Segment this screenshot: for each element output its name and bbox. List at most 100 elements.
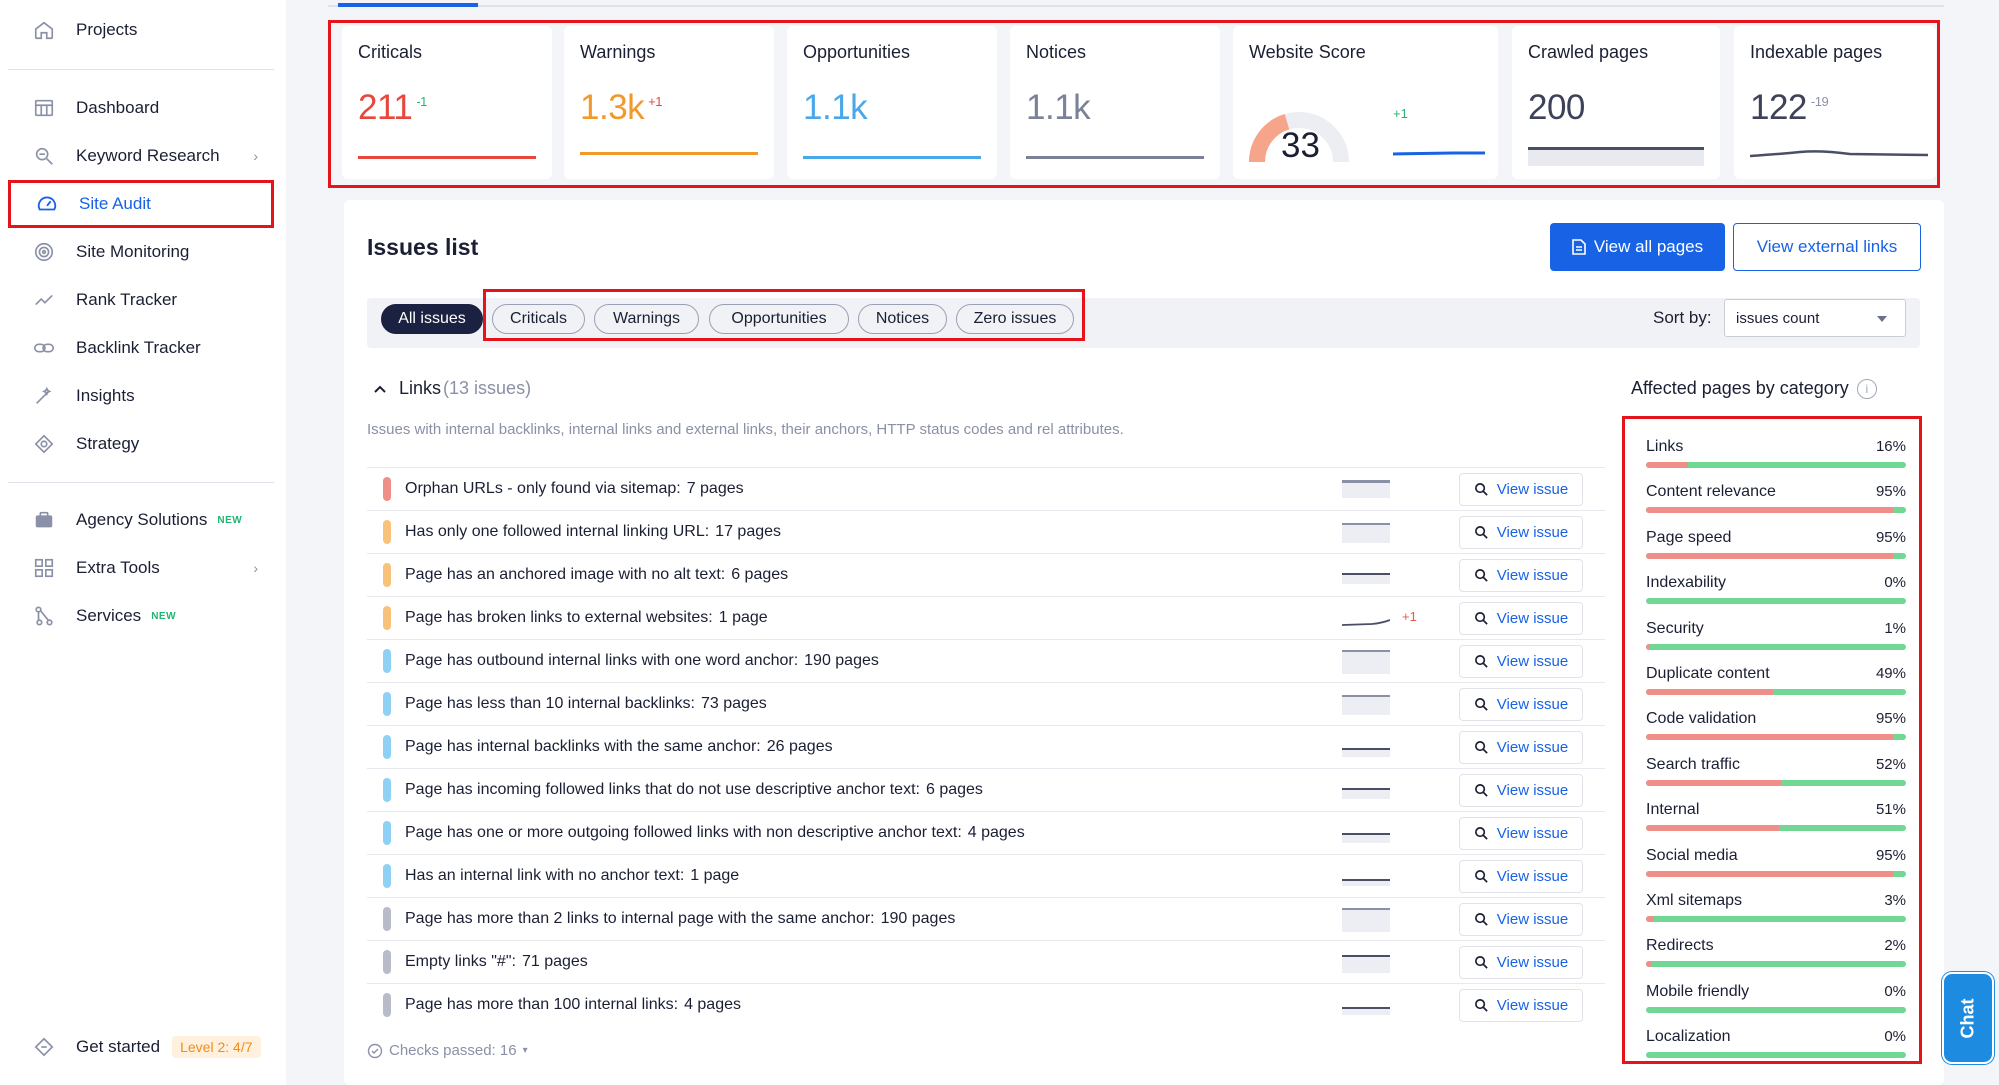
sidebar-item-rank-tracker[interactable]: Rank Tracker — [8, 276, 274, 324]
score-trend-line — [1393, 151, 1485, 156]
category-highlight-frame — [1622, 416, 1922, 1064]
view-issue-button[interactable]: View issue — [1459, 817, 1583, 850]
issue-row[interactable]: Page has one or more outgoing followed l… — [367, 811, 1605, 854]
issue-row[interactable]: Empty links "#": 71 pages View issue — [367, 940, 1605, 983]
metric-card-notices[interactable]: Notices 1.1k — [1010, 26, 1220, 179]
category-item[interactable]: Internal 51% — [1646, 787, 1906, 832]
view-issue-button[interactable]: View issue — [1459, 516, 1583, 549]
filter-warnings[interactable]: Warnings — [594, 304, 699, 334]
issue-sparkline — [1342, 619, 1390, 626]
category-percent: 0% — [1884, 982, 1906, 1000]
checks-passed-toggle[interactable]: Checks passed: 16 ▾ — [367, 1042, 528, 1059]
category-bar-fill — [1646, 462, 1688, 468]
metric-card-warnings[interactable]: Warnings 1.3k +1 — [564, 26, 774, 179]
group-toggle-links[interactable]: Links (13 issues) — [373, 378, 531, 399]
sidebar-item-site-monitoring[interactable]: Site Monitoring — [8, 228, 274, 276]
sidebar-item-label: Projects — [76, 20, 138, 39]
view-issue-button[interactable]: View issue — [1459, 946, 1583, 979]
issue-row[interactable]: Has an internal link with no anchor text… — [367, 854, 1605, 897]
category-percent: 95% — [1875, 710, 1906, 728]
category-name: Localization — [1646, 1028, 1731, 1046]
sidebar-item-insights[interactable]: Insights — [8, 372, 274, 420]
view-issue-button[interactable]: View issue — [1459, 860, 1583, 893]
category-item[interactable]: Search traffic 52% — [1646, 742, 1906, 786]
issue-row[interactable]: Page has more than 100 internal links: 4 … — [367, 983, 1605, 1026]
tab-active-indicator — [338, 3, 478, 7]
category-bar — [1646, 462, 1906, 468]
view-issue-button[interactable]: View issue — [1459, 645, 1583, 678]
issue-title: Orphan URLs - only found via sitemap: — [405, 480, 681, 497]
view-external-links-button[interactable]: View external links — [1733, 223, 1921, 271]
category-item[interactable]: Xml sitemaps 3% — [1646, 878, 1906, 922]
document-icon — [1572, 239, 1586, 255]
issue-pages: 26 pages — [766, 738, 833, 755]
issue-row[interactable]: Page has internal backlinks with the sam… — [367, 725, 1605, 768]
category-item[interactable]: Mobile friendly 0% — [1646, 969, 1906, 1013]
view-issue-button[interactable]: View issue — [1459, 989, 1583, 1022]
issue-row[interactable]: Page has outbound internal links with on… — [367, 639, 1605, 682]
filter-all-issues[interactable]: All issues — [381, 304, 483, 334]
category-item[interactable]: Page speed 95% — [1646, 515, 1906, 559]
issue-text: Page has one or more outgoing followed l… — [405, 824, 1025, 842]
card-title: Warnings — [580, 42, 656, 62]
sidebar-item-extra-tools[interactable]: Extra Tools › — [8, 544, 274, 592]
category-item[interactable]: Duplicate content 49% — [1646, 651, 1906, 695]
issue-row[interactable]: Page has broken links to external websit… — [367, 596, 1605, 639]
filter-criticals[interactable]: Criticals — [492, 304, 585, 334]
category-title: Affected pages by category i — [1631, 378, 1877, 399]
issue-title: Empty links "#": — [405, 953, 516, 970]
metric-card-indexable-pages[interactable]: Indexable pages 122 -19 — [1734, 26, 1936, 179]
issue-row[interactable]: Page has more than 2 links to internal p… — [367, 897, 1605, 940]
category-item[interactable]: Localization 0% — [1646, 1014, 1906, 1059]
view-all-pages-button[interactable]: View all pages — [1550, 223, 1725, 271]
view-issue-button[interactable]: View issue — [1459, 903, 1583, 936]
category-item[interactable]: Links 16% — [1646, 424, 1906, 468]
issue-row[interactable]: Page has an anchored image with no alt t… — [367, 553, 1605, 596]
metric-card-opportunities[interactable]: Opportunities 1.1k — [787, 26, 997, 179]
issue-row[interactable]: Page has incoming followed links that do… — [367, 768, 1605, 811]
view-issue-label: View issue — [1496, 481, 1569, 498]
category-bar-fill — [1646, 734, 1893, 741]
sidebar-item-agency-solutions[interactable]: Agency Solutions NEW — [8, 496, 274, 544]
category-bar — [1646, 643, 1906, 650]
issue-sparkline — [1342, 748, 1390, 757]
sidebar-item-backlink-tracker[interactable]: Backlink Tracker — [8, 324, 274, 372]
category-item[interactable]: Code validation 95% — [1646, 696, 1906, 741]
category-bar — [1646, 1006, 1906, 1013]
filter-opportunities[interactable]: Opportunities — [709, 304, 849, 334]
category-percent: 52% — [1875, 755, 1906, 773]
sidebar-item-strategy[interactable]: Strategy — [8, 420, 274, 468]
filter-notices[interactable]: Notices — [858, 304, 947, 334]
category-item[interactable]: Security 1% — [1646, 606, 1906, 650]
sidebar-item-services[interactable]: Services NEW — [8, 592, 274, 640]
tab-underline — [328, 3, 1944, 7]
issue-row[interactable]: Has only one followed internal linking U… — [367, 510, 1605, 553]
category-item[interactable]: Content relevance 95% — [1646, 469, 1906, 514]
metric-card-criticals[interactable]: Criticals 211 -1 — [342, 26, 552, 179]
sidebar-item-dashboard[interactable]: Dashboard — [8, 84, 274, 132]
info-icon[interactable]: i — [1856, 378, 1877, 399]
metric-card-website-score[interactable]: Website Score 33 +1 — [1233, 26, 1498, 179]
sidebar-item-site-audit[interactable]: Site Audit — [8, 180, 274, 228]
category-item[interactable]: Redirects 2% — [1646, 923, 1906, 968]
category-item[interactable]: Indexability 0% — [1646, 560, 1906, 605]
issue-row[interactable]: Page has less than 10 internal backlinks… — [367, 682, 1605, 725]
category-bar — [1646, 961, 1906, 968]
issue-row[interactable]: Orphan URLs - only found via sitemap: 7 p… — [367, 467, 1605, 510]
view-issue-button[interactable]: View issue — [1459, 473, 1583, 506]
view-issue-button[interactable]: View issue — [1459, 731, 1583, 764]
chat-button[interactable]: Chat — [1942, 972, 1994, 1064]
sort-select[interactable]: issues count — [1724, 299, 1906, 337]
view-issue-button[interactable]: View issue — [1459, 688, 1583, 721]
view-issue-button[interactable]: View issue — [1459, 602, 1583, 635]
sidebar-item-get-started[interactable]: Get started Level 2: 4/7 — [8, 1023, 274, 1071]
button-label: View all pages — [1593, 237, 1704, 256]
metric-card-crawled-pages[interactable]: Crawled pages 200 — [1512, 26, 1720, 179]
view-issue-button[interactable]: View issue — [1459, 559, 1583, 592]
category-item[interactable]: Social media 95% — [1646, 833, 1906, 877]
sidebar-item-projects[interactable]: Projects — [8, 6, 274, 54]
view-issue-button[interactable]: View issue — [1459, 774, 1583, 807]
filter-zero-issues[interactable]: Zero issues — [956, 304, 1074, 334]
view-issue-label: View issue — [1496, 696, 1569, 713]
sidebar-item-keyword-research[interactable]: Keyword Research › — [8, 132, 274, 180]
